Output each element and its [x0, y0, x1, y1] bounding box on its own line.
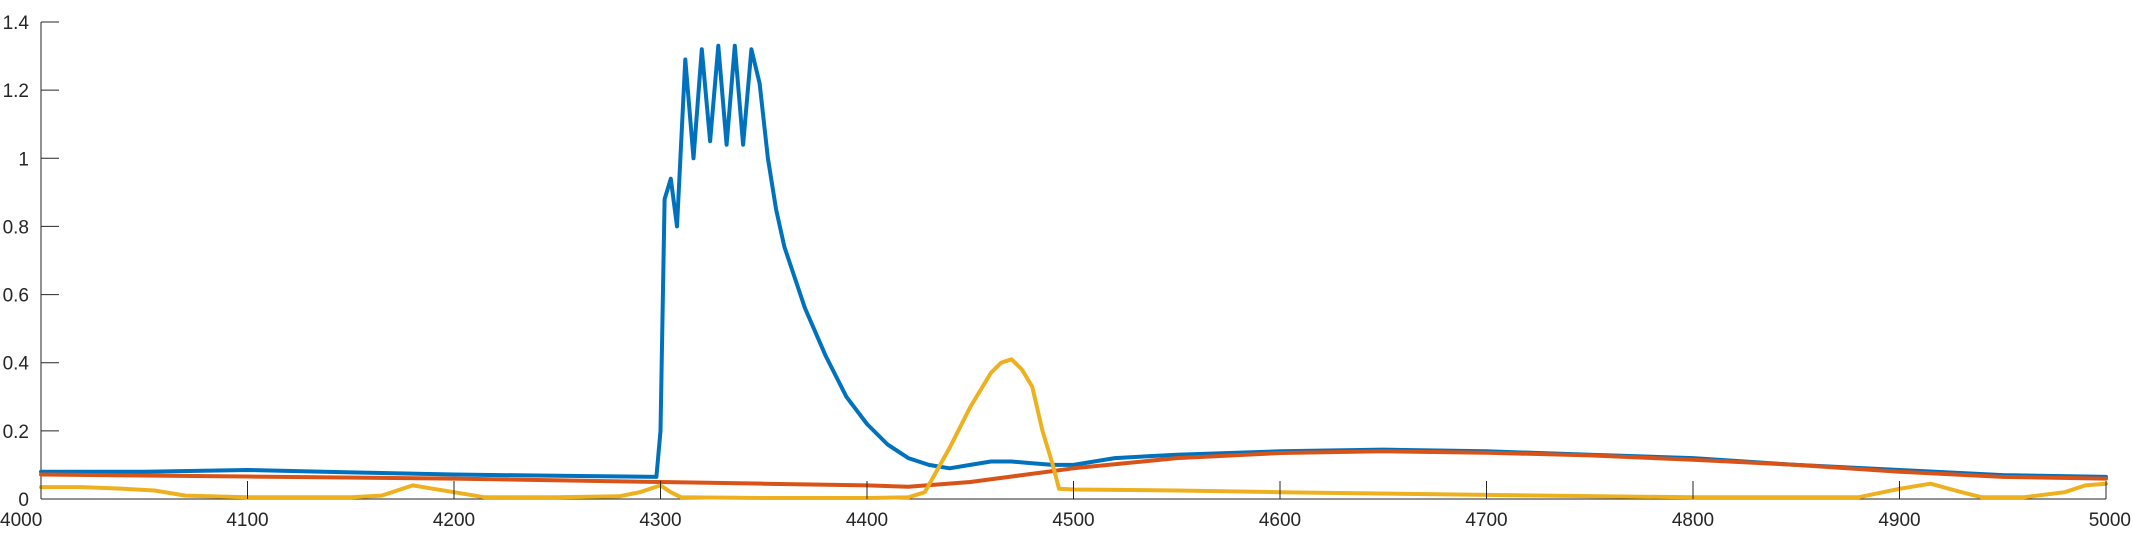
x-tick-label: 4400	[846, 510, 888, 531]
y-tick-label: 0	[18, 490, 29, 511]
x-tick-label: 4300	[639, 510, 681, 531]
y-tick-label: 0.6	[3, 286, 29, 307]
y-tick-label: 0.2	[3, 422, 29, 443]
x-tick-label: 4700	[1465, 510, 1507, 531]
y-tick-label: 1.4	[3, 13, 30, 34]
plot-area: 4000 4100 4200 4300 4400 4500 4600 4700 4800 4900…	[0, 13, 2131, 531]
x-tick-label: 4600	[1259, 510, 1301, 531]
x-axis-ticks: 4000 4100 4200 4300 4400 4500 4600 4700 4800 4900…	[0, 481, 2131, 531]
y-tick-label: 1	[18, 149, 29, 170]
series-line-1	[39, 43, 2108, 479]
x-tick-label: 5000	[2089, 510, 2131, 531]
x-tick-label: 4500	[1052, 510, 1094, 531]
y-tick-label: 0.4	[3, 354, 30, 375]
y-tick-label: 1.2	[3, 81, 29, 102]
x-tick-label: 4800	[1672, 510, 1714, 531]
series-line-3	[39, 357, 2108, 500]
x-tick-label: 4100	[226, 510, 268, 531]
y-axis-ticks: 0 0.2 0.4 0.6 0.8 1 1.2 1.4	[3, 13, 59, 511]
x-tick-label: 4200	[433, 510, 475, 531]
y-tick-label: 0.8	[3, 217, 29, 238]
series-layer	[39, 43, 2108, 500]
x-tick-label: 4000	[0, 510, 42, 531]
x-tick-label: 4900	[1878, 510, 1920, 531]
